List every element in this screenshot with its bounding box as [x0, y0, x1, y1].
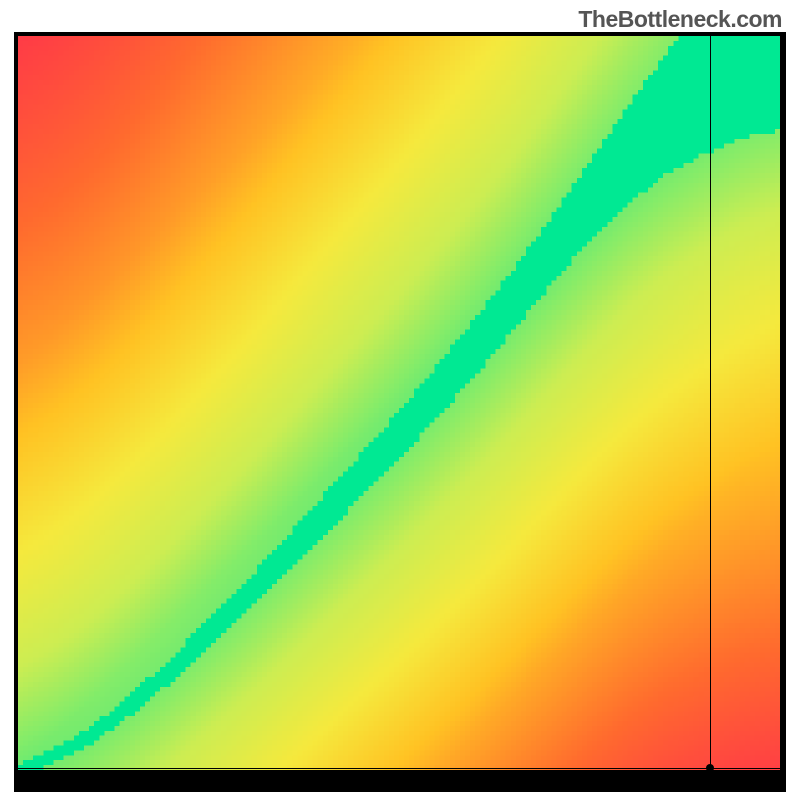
plot-inner-area	[18, 36, 780, 770]
watermark-text: TheBottleneck.com	[578, 6, 782, 33]
heatmap-canvas	[18, 36, 780, 770]
plot-outer-frame	[14, 32, 786, 792]
chart-container: TheBottleneck.com	[0, 0, 800, 800]
